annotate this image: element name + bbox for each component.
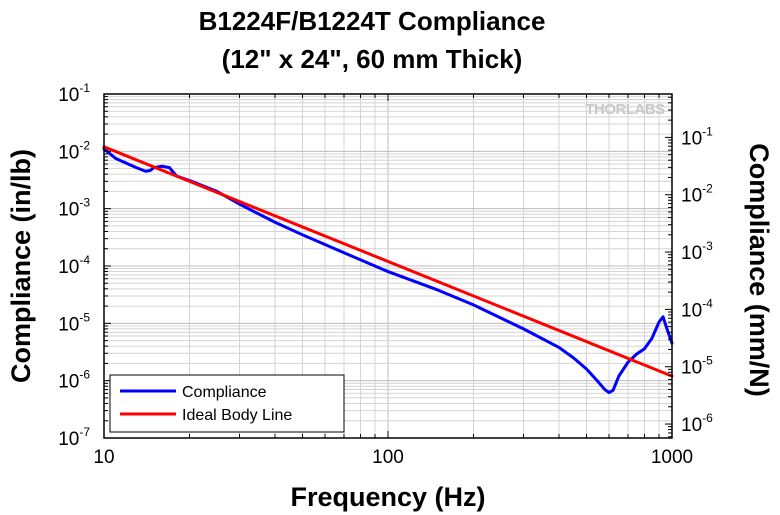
legend-label-ideal-body-line: Ideal Body Line: [182, 407, 292, 424]
legend-label-compliance: Compliance: [182, 384, 267, 401]
y-tick-exponent: -6: [79, 368, 90, 382]
y-tick-label: 10-5: [58, 310, 90, 335]
y-tick-label: 10-7: [58, 425, 90, 450]
series-lines: [102, 145, 674, 395]
y2-tick-label: 10-4: [681, 296, 713, 321]
y2-tick-exponent: -6: [702, 411, 713, 425]
y2-tick-exponent: -5: [702, 354, 713, 368]
y2-tick-exponent: -1: [702, 124, 713, 138]
y-tick-exponent: -1: [79, 81, 90, 95]
chart-subtitle: (12" x 24", 60 mm Thick): [222, 44, 523, 74]
x-tick-label: 10: [93, 447, 114, 468]
series-line-ideal-body-line: [102, 145, 674, 378]
chart-title: B1224F/B1224T Compliance: [199, 6, 546, 36]
y-tick-label: 10-4: [58, 253, 90, 278]
y-tick-exponent: -7: [79, 425, 90, 439]
y-axis-title: Compliance (in/lb): [6, 149, 36, 383]
y2-tick-label: 10-5: [681, 354, 713, 379]
thorlabs-watermark: THORLABS: [585, 101, 665, 118]
y2-tick-label: 10-6: [681, 411, 713, 436]
y2-tick-label: 10-1: [681, 124, 713, 149]
y-tick-exponent: -3: [79, 196, 90, 210]
y-tick-exponent: -2: [79, 138, 90, 152]
y2-tick-label: 10-2: [681, 182, 713, 207]
y-tick-label: 10-2: [58, 138, 90, 163]
y2-axis-title: Compliance (mm/N): [744, 143, 774, 397]
y2-tick-exponent: -3: [702, 239, 713, 253]
y-tick-exponent: -4: [79, 253, 90, 267]
y-tick-label: 10-6: [58, 368, 90, 393]
legend-box: [109, 374, 345, 433]
y2-tick-label: 10-3: [681, 239, 713, 264]
grid-lines: [104, 94, 672, 438]
y-tick-label: 10-1: [58, 81, 90, 106]
y2-tick-exponent: -2: [702, 182, 713, 196]
x-axis-title: Frequency (Hz): [290, 482, 485, 512]
x-tick-label: 100: [372, 447, 404, 468]
y-tick-label: 10-3: [58, 196, 90, 221]
y2-tick-exponent: -4: [702, 296, 713, 310]
x-tick-label: 1000: [651, 447, 693, 468]
legend: Compliance Ideal Body Line: [109, 374, 345, 433]
y-tick-exponent: -5: [79, 310, 90, 324]
